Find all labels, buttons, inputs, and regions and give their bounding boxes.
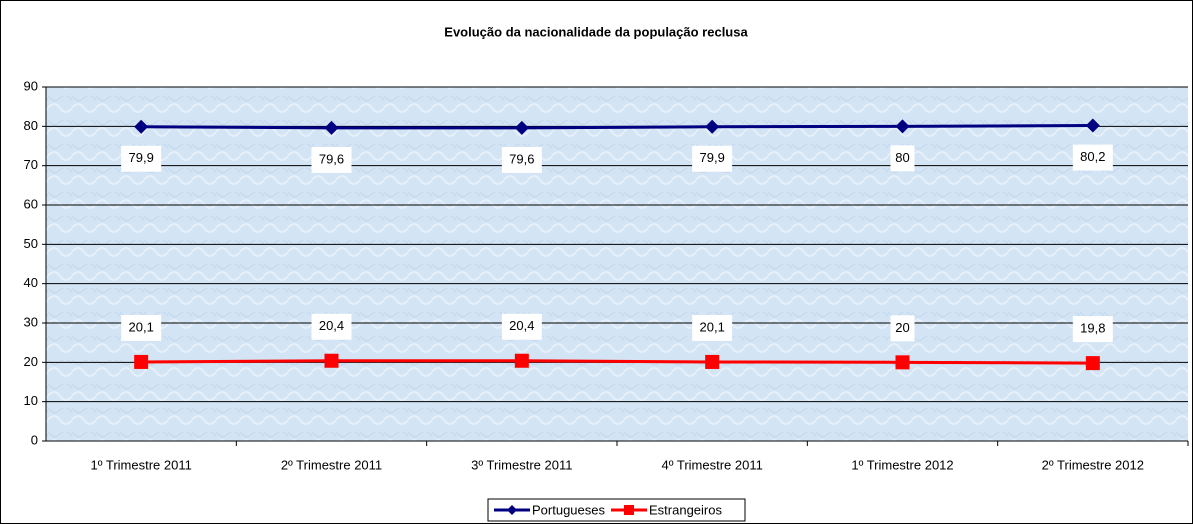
data-label: 20,1 (129, 319, 154, 334)
y-tick-label: 80 (24, 118, 38, 133)
x-tick-label: 4º Trimestre 2011 (662, 457, 763, 472)
x-tick-label: 2º Trimestre 2012 (1042, 457, 1144, 472)
data-label-bg (1072, 316, 1113, 343)
chart-title: Evolução da nacionalidade da população r… (444, 24, 748, 39)
y-tick-label: 50 (24, 236, 38, 251)
legend-marker (624, 505, 634, 515)
data-point (1085, 118, 1100, 133)
plot-area (46, 87, 1188, 441)
data-label: 79,6 (509, 151, 534, 166)
data-label-bg (501, 146, 542, 173)
data-point (324, 120, 339, 135)
data-label: 79,6 (319, 151, 344, 166)
data-label-bg (121, 145, 162, 172)
data-point (134, 119, 149, 134)
data-label: 80 (895, 150, 909, 165)
data-label-bg (692, 145, 733, 172)
data-point (705, 119, 720, 134)
data-label: 20,4 (509, 318, 534, 333)
data-label-bg (311, 313, 352, 340)
data-label-bg (890, 145, 915, 172)
data-point (134, 354, 149, 369)
data-label-bg (311, 146, 352, 173)
data-point (1085, 356, 1100, 371)
y-tick-label: 60 (24, 196, 38, 211)
series-line (141, 124, 1093, 130)
x-tick-label: 1º Trimestre 2012 (851, 457, 953, 472)
data-label: 20,4 (319, 318, 344, 333)
y-tick-label: 10 (24, 393, 38, 408)
y-tick-label: 30 (24, 314, 38, 329)
x-tick-label: 1º Trimestre 2011 (91, 457, 192, 472)
data-point (895, 119, 910, 134)
data-label: 80,2 (1080, 149, 1105, 164)
x-tick-label: 3º Trimestre 2011 (471, 457, 572, 472)
data-label-bg (1072, 144, 1113, 171)
data-point (705, 354, 720, 369)
data-label-bg (121, 314, 162, 341)
x-tick-label: 2º Trimestre 2011 (281, 457, 382, 472)
y-tick-label: 70 (24, 157, 38, 172)
data-point (895, 355, 910, 370)
y-tick-label: 20 (24, 354, 38, 369)
data-label: 20,1 (700, 319, 725, 334)
data-point (514, 353, 529, 368)
series-line (141, 359, 1093, 365)
data-label: 19,8 (1080, 321, 1105, 336)
y-tick-label: 0 (31, 432, 38, 447)
data-label: 79,9 (129, 150, 154, 165)
data-label-bg (692, 314, 733, 341)
data-point (514, 120, 529, 135)
y-tick-label: 90 (24, 78, 38, 93)
data-label-bg (890, 315, 915, 342)
data-label: 20 (895, 320, 909, 335)
data-point (324, 353, 339, 368)
data-label: 79,9 (700, 150, 725, 165)
data-label-bg (501, 313, 542, 340)
legend-label: Estrangeiros (649, 502, 722, 517)
y-tick-label: 40 (24, 275, 38, 290)
legend-label: Portugueses (532, 502, 605, 517)
legend-marker (507, 505, 517, 515)
